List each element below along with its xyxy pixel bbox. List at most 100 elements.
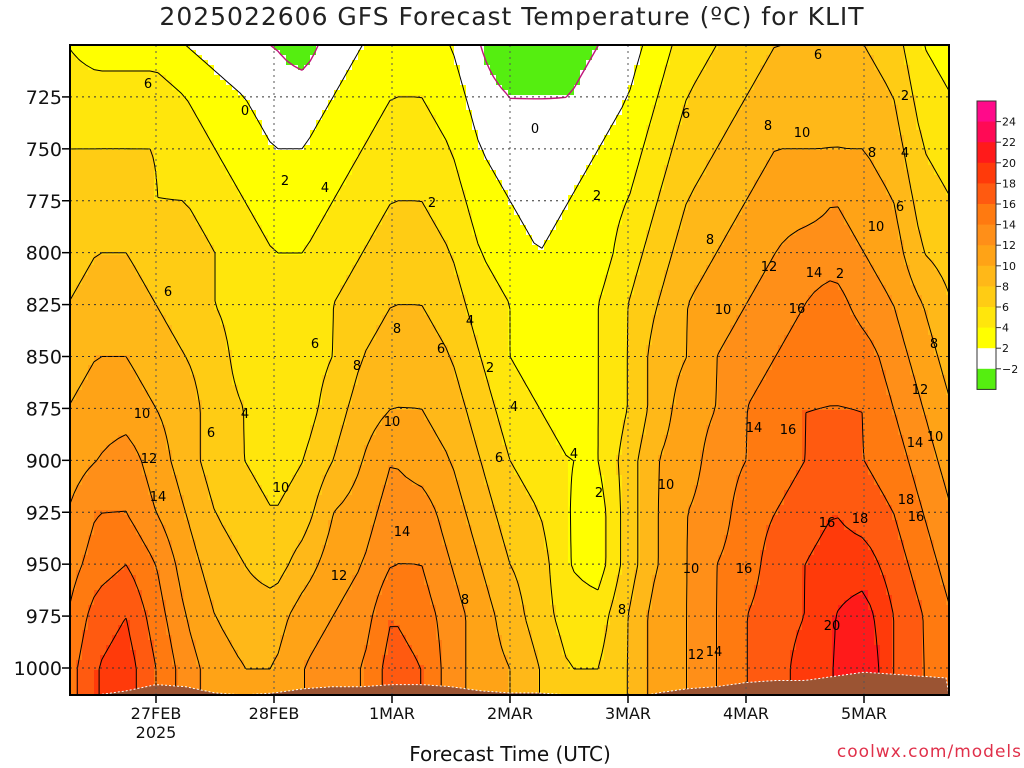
- temperature-cell: [112, 330, 119, 336]
- temperature-cell: [106, 420, 113, 426]
- temperature-cell: [94, 420, 101, 426]
- temperature-cell: [160, 470, 167, 476]
- temperature-cell: [94, 445, 101, 451]
- temperature-cell: [160, 510, 167, 516]
- temperature-cell: [100, 415, 107, 421]
- temperature-cell: [142, 225, 149, 231]
- temperature-cell: [106, 345, 113, 351]
- temperature-cell: [136, 575, 143, 581]
- temperature-cell: [94, 325, 101, 331]
- temperature-cell: [148, 325, 155, 331]
- temperature-cell: [88, 625, 95, 631]
- temperature-cell: [94, 225, 101, 231]
- temperature-cell: [76, 325, 83, 331]
- temperature-cell: [82, 340, 89, 346]
- temperature-cell: [76, 460, 83, 466]
- temperature-cell: [100, 230, 107, 236]
- temperature-cell: [118, 240, 125, 246]
- temperature-cell: [112, 160, 119, 166]
- temperature-cell: [160, 405, 167, 411]
- temperature-cell: [136, 325, 143, 331]
- temperature-cell: [100, 470, 107, 476]
- temperature-cell: [130, 550, 137, 556]
- temperature-cell: [76, 425, 83, 431]
- temperature-cell: [148, 100, 155, 106]
- temperature-cell: [154, 240, 161, 246]
- temperature-cell: [112, 655, 119, 661]
- temperature-cell: [124, 655, 131, 661]
- temperature-cell: [112, 365, 119, 371]
- temperature-cell: [154, 435, 161, 441]
- temperature-cell: [118, 425, 125, 431]
- temperature-cell: [106, 400, 113, 406]
- temperature-cell: [118, 325, 125, 331]
- temperature-cell: [106, 540, 113, 546]
- temperature-cell: [148, 205, 155, 211]
- temperature-cell: [88, 150, 95, 156]
- temperature-cell: [82, 150, 89, 156]
- temperature-cell: [118, 355, 125, 361]
- temperature-cell: [76, 335, 83, 341]
- temperature-cell: [88, 490, 95, 496]
- temperature-cell: [130, 490, 137, 496]
- temperature-cell: [154, 550, 161, 556]
- temperature-cell: [88, 325, 95, 331]
- temperature-cell: [100, 455, 107, 461]
- temperature-cell: [100, 570, 107, 576]
- temperature-cell: [148, 505, 155, 511]
- temperature-cell: [142, 580, 149, 586]
- temperature-cell: [130, 90, 137, 96]
- temperature-cell: [160, 140, 167, 146]
- temperature-cell: [160, 345, 167, 351]
- temperature-cell: [136, 355, 143, 361]
- temperature-cell: [160, 120, 167, 126]
- temperature-cell: [124, 545, 131, 551]
- temperature-cell: [142, 260, 149, 266]
- temperature-cell: [154, 120, 161, 126]
- temperature-cell: [94, 390, 101, 396]
- temperature-cell: [100, 430, 107, 436]
- temperature-cell: [82, 630, 89, 636]
- temperature-cell: [106, 290, 113, 296]
- temperature-cell: [100, 215, 107, 221]
- temperature-cell: [124, 345, 131, 351]
- temperature-cell: [106, 205, 113, 211]
- temperature-cell: [106, 325, 113, 331]
- temperature-cell: [82, 120, 89, 126]
- temperature-cell: [82, 575, 89, 581]
- temperature-cell: [82, 205, 89, 211]
- temperature-cell: [94, 125, 101, 131]
- temperature-cell: [106, 120, 113, 126]
- temperature-cell: [130, 375, 137, 381]
- temperature-cell: [142, 495, 149, 501]
- temperature-cell: [142, 575, 149, 581]
- temperature-cell: [100, 50, 107, 56]
- temperature-cell: [100, 440, 107, 446]
- temperature-cell: [106, 430, 113, 436]
- temperature-cell: [76, 440, 83, 446]
- temperature-cell: [94, 575, 101, 581]
- temperature-cell: [88, 480, 95, 486]
- temperature-cell: [76, 50, 83, 56]
- temperature-cell: [88, 590, 95, 596]
- temperature-cell: [106, 245, 113, 251]
- temperature-cell: [148, 385, 155, 391]
- temperature-cell: [100, 670, 107, 676]
- temperature-cell: [118, 575, 125, 581]
- temperature-cell: [100, 620, 107, 626]
- temperature-cell: [76, 60, 83, 66]
- temperature-cell: [82, 230, 89, 236]
- temperature-cell: [130, 430, 137, 436]
- temperature-cell: [124, 100, 131, 106]
- temperature-cell: [142, 555, 149, 561]
- temperature-cell: [94, 475, 101, 481]
- temperature-cell: [106, 265, 113, 271]
- temperature-cell: [136, 195, 143, 201]
- temperature-cell: [112, 530, 119, 536]
- temperature-cell: [100, 240, 107, 246]
- temperature-cell: [112, 490, 119, 496]
- temperature-cell: [88, 415, 95, 421]
- temperature-cell: [76, 265, 83, 271]
- temperature-cell: [148, 480, 155, 486]
- temperature-cell: [118, 685, 125, 691]
